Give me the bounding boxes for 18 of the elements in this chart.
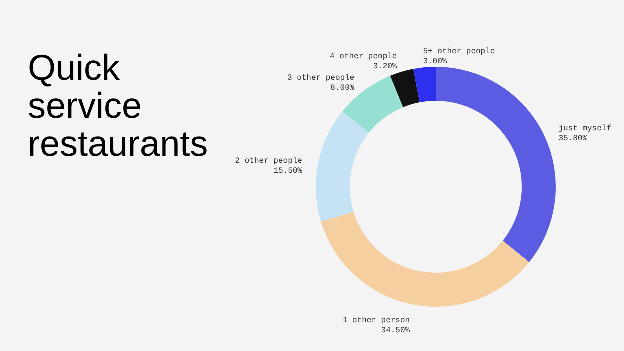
slice-label: 4 other people (330, 52, 398, 62)
data-label: 15.50% (274, 167, 303, 176)
donut-slice (321, 212, 530, 307)
slice-label: 2 other people (235, 157, 303, 166)
text: Quick service restaurants (28, 47, 208, 164)
donut-slice (436, 67, 556, 262)
data-label: 3.00% (423, 58, 448, 67)
donut-slice (390, 69, 420, 108)
donut-slice (316, 112, 370, 222)
data-label: 34.50% (381, 326, 410, 336)
slice-label: just myself (558, 124, 612, 134)
donut-slice (414, 67, 436, 103)
data-label: 35.80% (558, 134, 588, 144)
slice-label: 1 other person (342, 316, 410, 326)
data-label: 8.00% (330, 84, 355, 93)
slice-label: 5+ other people (423, 48, 496, 57)
slice-label: 3 other people (287, 74, 355, 83)
data-label: 3.20% (373, 62, 398, 72)
